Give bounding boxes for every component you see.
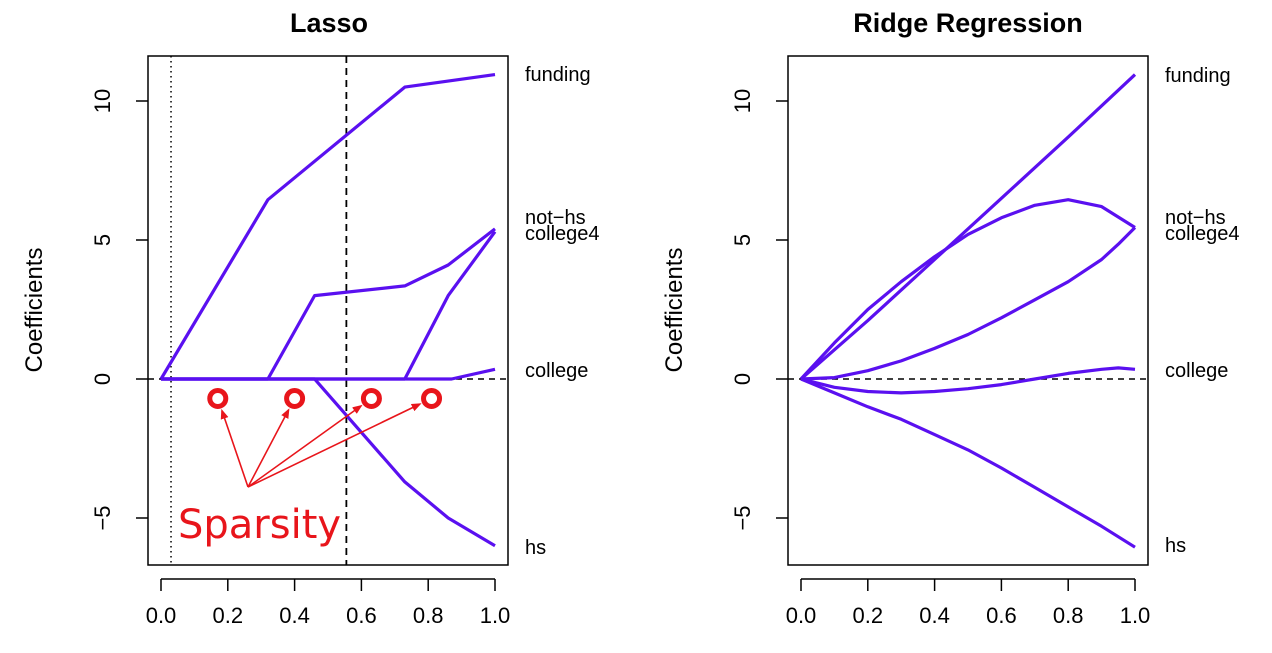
ridge-end-label-hs: hs	[1165, 535, 1186, 557]
sparsity-marker	[284, 387, 306, 409]
ridge-plot-frame	[787, 55, 1149, 566]
lasso-end-label-funding: funding	[525, 64, 591, 86]
lasso-end-label-college: college	[525, 360, 588, 382]
lasso-x-axis: 0.0 0.2 0.4 0.6 0.8 1.0	[146, 578, 511, 628]
lasso-y-tick-label: 0	[90, 373, 115, 385]
lasso-y-tick-label: −5	[90, 505, 115, 530]
lasso-x-tick-label: 0.2	[213, 603, 244, 628]
lasso-x-tick-label: 1.0	[480, 603, 511, 628]
lasso-x-tick-label: 0.0	[146, 603, 177, 628]
ridge-x-tick-label: 0.2	[853, 603, 884, 628]
ridge-x-tick-label: 0.6	[986, 603, 1017, 628]
lasso-y-tick-label: 10	[90, 89, 115, 113]
lasso-end-labels: funding not−hs college4 college hs	[525, 64, 600, 559]
ridge-x-tick-label: 0.4	[919, 603, 950, 628]
ridge-end-label-college: college	[1165, 360, 1228, 382]
lasso-title: Lasso	[290, 8, 368, 38]
ridge-x-axis: 0.0 0.2 0.4 0.6 0.8 1.0	[786, 578, 1151, 628]
lasso-end-label-not-hs: not−hs	[525, 207, 586, 229]
lasso-y-axis-label: Coefficients	[21, 248, 48, 373]
ridge-series-funding	[799, 73, 1137, 381]
lasso-series	[159, 73, 497, 548]
ridge-series-college4	[800, 226, 1137, 381]
ridge-series-hs	[800, 377, 1136, 549]
lasso-series-funding	[159, 73, 496, 380]
ridge-x-tick-label: 1.0	[1120, 603, 1151, 628]
ridge-y-tick-label: 0	[730, 373, 755, 385]
sparsity-arrow	[247, 404, 363, 488]
ridge-title: Ridge Regression	[853, 8, 1083, 38]
lasso-series-college4	[161, 230, 497, 381]
lasso-y-tick-label: 5	[90, 234, 115, 246]
ridge-end-labels: funding not−hs college4 college hs	[1165, 65, 1240, 557]
ridge-end-label-funding: funding	[1165, 65, 1231, 87]
ridge-series-not-hs	[799, 198, 1136, 381]
sparsity-annotation: Sparsity	[178, 387, 443, 548]
sparsity-marker	[360, 387, 382, 409]
lasso-end-label-hs: hs	[525, 537, 546, 559]
sparsity-arrow	[247, 403, 422, 488]
sparsity-marker	[421, 387, 443, 409]
ridge-x-tick-label: 0.8	[1053, 603, 1084, 628]
lasso-x-tick-label: 0.6	[346, 603, 377, 628]
ridge-end-label-college4: college4	[1165, 223, 1240, 245]
sparsity-marker	[207, 387, 229, 409]
sparsity-label: Sparsity	[178, 502, 341, 548]
lasso-end-label-college4: college4	[525, 223, 600, 245]
ridge-end-label-not-hs: not−hs	[1165, 207, 1226, 229]
ridge-y-axis: −5 0 5 10 Coefficients	[661, 89, 788, 531]
lasso-plot-frame	[147, 55, 509, 566]
ridge-y-axis-label: Coefficients	[661, 248, 688, 373]
sparsity-arrow	[220, 408, 249, 488]
lasso-series-hs	[161, 377, 496, 548]
ridge-y-tick-label: −5	[730, 505, 755, 530]
ridge-panel: Ridge Regression −5 0 5 10 Coefficients …	[661, 8, 1240, 628]
lasso-panel: Lasso −5 0 5 10 Coefficients 0.0 0.2 0.4	[21, 8, 600, 628]
lasso-x-tick-label: 0.4	[279, 603, 310, 628]
ridge-series	[799, 73, 1137, 549]
ridge-y-tick-label: 5	[730, 234, 755, 246]
lasso-y-axis: −5 0 5 10 Coefficients	[21, 89, 148, 531]
lasso-x-tick-label: 0.8	[413, 603, 444, 628]
ridge-x-tick-label: 0.0	[786, 603, 817, 628]
sparsity-arrow	[247, 408, 290, 488]
ridge-y-tick-label: 10	[730, 89, 755, 113]
ridge-series-college	[800, 366, 1136, 395]
